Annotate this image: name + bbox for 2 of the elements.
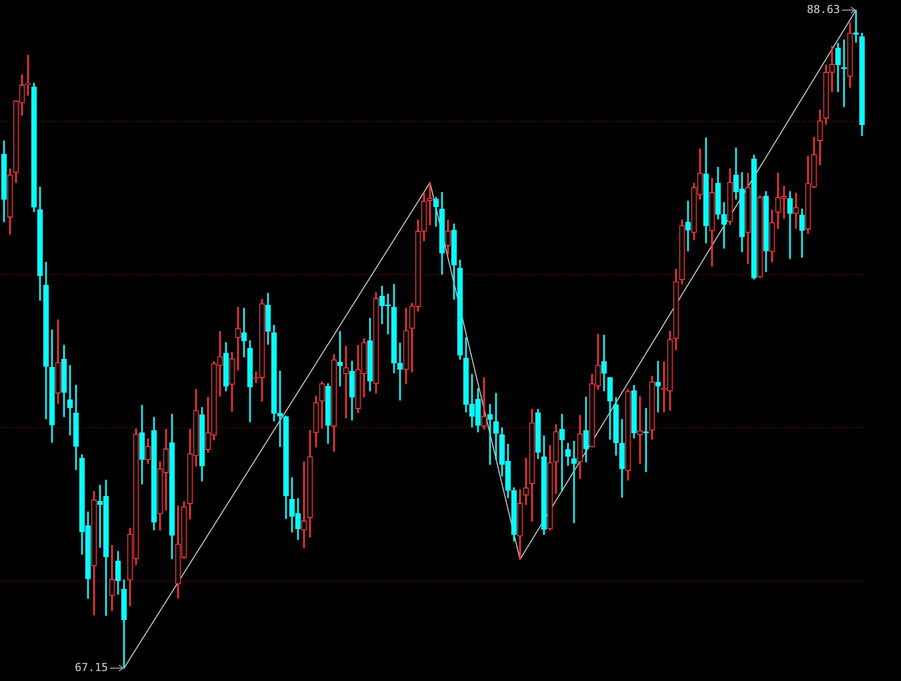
candlestick — [67, 365, 73, 436]
annotation: 67.15 — [74, 660, 108, 674]
